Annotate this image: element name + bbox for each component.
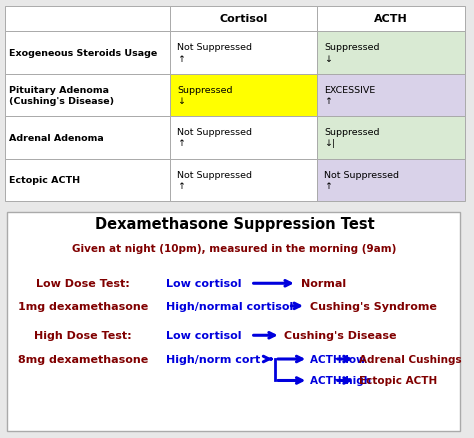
Text: Exogeneous Steroids Usage: Exogeneous Steroids Usage bbox=[9, 49, 157, 58]
Text: Ectopic ACTH: Ectopic ACTH bbox=[359, 376, 437, 385]
Text: Low Dose Test:: Low Dose Test: bbox=[36, 279, 130, 289]
Bar bbox=[170, 117, 318, 159]
Bar bbox=[318, 32, 465, 74]
Bar bbox=[170, 74, 318, 117]
Text: Ectopic ACTH: Ectopic ACTH bbox=[9, 176, 81, 185]
Text: ACTH low: ACTH low bbox=[310, 354, 365, 364]
Bar bbox=[5, 7, 170, 32]
Text: Not Suppressed
↑: Not Suppressed ↑ bbox=[324, 170, 399, 191]
Bar bbox=[318, 117, 465, 159]
Text: 8mg dexamethasone: 8mg dexamethasone bbox=[18, 354, 148, 364]
Text: ACTH: ACTH bbox=[374, 14, 408, 25]
Bar bbox=[170, 7, 318, 32]
Bar bbox=[5, 32, 170, 74]
Text: Suppressed
↓: Suppressed ↓ bbox=[324, 43, 380, 64]
Text: Given at night (10pm), measured in the morning (9am): Given at night (10pm), measured in the m… bbox=[73, 244, 397, 254]
Text: Normal: Normal bbox=[301, 279, 346, 289]
Text: Not Suppressed
↑: Not Suppressed ↑ bbox=[177, 43, 252, 64]
Text: Dexamethasone Suppression Test: Dexamethasone Suppression Test bbox=[95, 216, 374, 231]
Text: High Dose Test:: High Dose Test: bbox=[34, 331, 132, 340]
Text: ACTH high: ACTH high bbox=[310, 376, 371, 385]
Text: Cushing's Disease: Cushing's Disease bbox=[284, 331, 397, 340]
Text: Adrenal Adenoma: Adrenal Adenoma bbox=[9, 134, 104, 143]
Text: Cushing's Syndrome: Cushing's Syndrome bbox=[310, 301, 437, 311]
Text: Low cortisol: Low cortisol bbox=[165, 331, 241, 340]
Text: 1mg dexamethasone: 1mg dexamethasone bbox=[18, 301, 148, 311]
Text: Suppressed
↓|: Suppressed ↓| bbox=[324, 128, 380, 148]
Text: Cortisol: Cortisol bbox=[220, 14, 268, 25]
Text: Suppressed
↓: Suppressed ↓ bbox=[177, 86, 233, 106]
Bar bbox=[5, 74, 170, 117]
Bar bbox=[318, 74, 465, 117]
Text: Low cortisol: Low cortisol bbox=[165, 279, 241, 289]
Bar bbox=[318, 159, 465, 201]
Text: Adrenal Cushings: Adrenal Cushings bbox=[359, 354, 461, 364]
Bar bbox=[318, 7, 465, 32]
Text: Not Suppressed
↑: Not Suppressed ↑ bbox=[177, 128, 252, 148]
Bar bbox=[170, 32, 318, 74]
Text: High/norm cort: High/norm cort bbox=[165, 354, 260, 364]
Text: High/normal cortisol: High/normal cortisol bbox=[165, 301, 293, 311]
Bar bbox=[170, 159, 318, 201]
Text: EXCESSIVE
↑: EXCESSIVE ↑ bbox=[324, 86, 375, 106]
Text: Not Suppressed
↑: Not Suppressed ↑ bbox=[177, 170, 252, 191]
Bar bbox=[5, 159, 170, 201]
Bar bbox=[5, 117, 170, 159]
Text: Pituitary Adenoma
(Cushing's Disease): Pituitary Adenoma (Cushing's Disease) bbox=[9, 86, 114, 106]
